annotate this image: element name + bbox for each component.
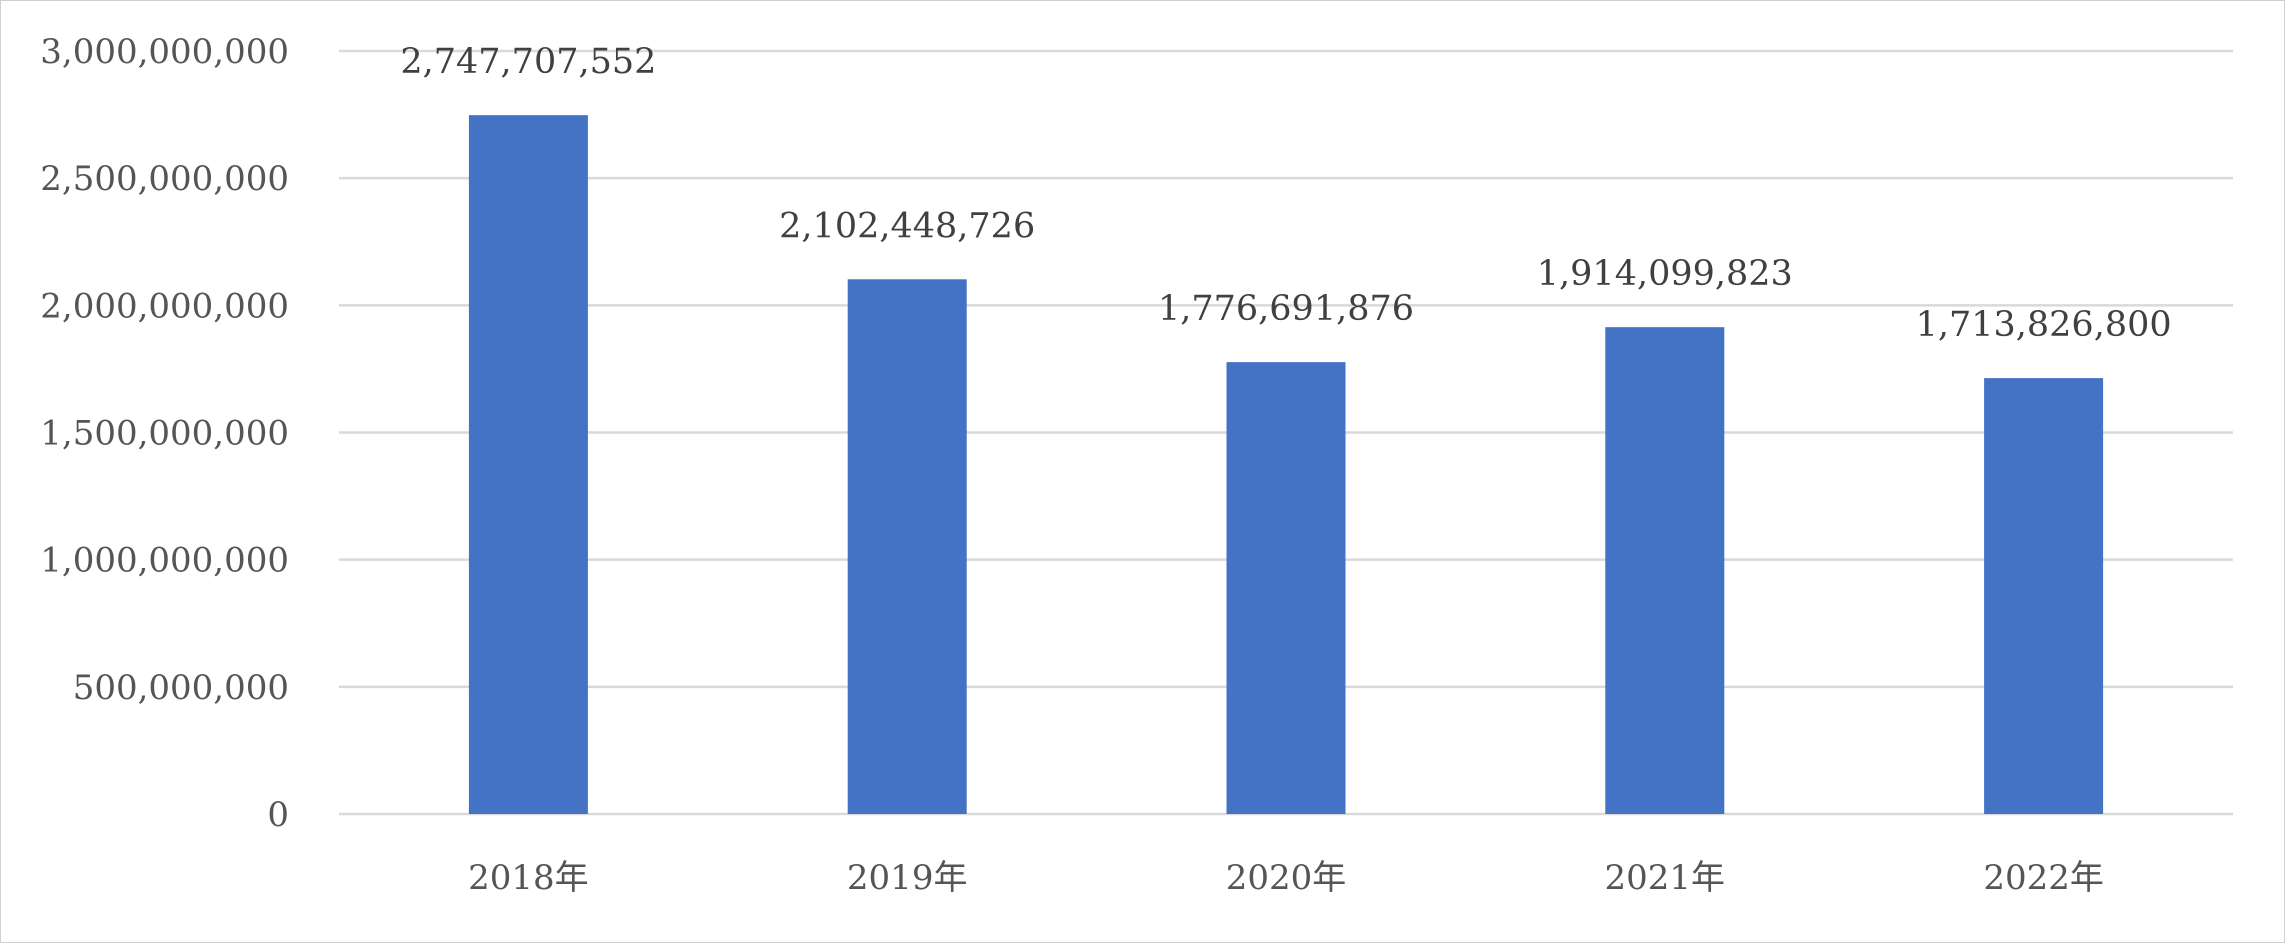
y-tick-label: 2,000,000,000 xyxy=(40,286,289,326)
x-tick-label: 2019年 xyxy=(847,858,968,898)
bar xyxy=(1984,378,2104,814)
data-label: 2,102,448,726 xyxy=(779,206,1035,246)
y-tick-label: 0 xyxy=(267,795,289,835)
data-label: 1,776,691,876 xyxy=(1158,289,1414,329)
bars xyxy=(468,115,2104,814)
data-label: 1,914,099,823 xyxy=(1537,254,1793,294)
y-tick-label: 1,000,000,000 xyxy=(40,541,289,581)
data-label: 2,747,707,552 xyxy=(400,42,656,82)
bar xyxy=(847,279,967,814)
y-axis-tick-labels: 0 500,000,000 1,000,000,000 1,500,000,000 2,… xyxy=(40,32,289,835)
bar xyxy=(1226,362,1346,814)
y-tick-label: 2,500,000,000 xyxy=(40,159,289,199)
x-tick-label: 2020年 xyxy=(1226,858,1347,898)
y-tick-label: 500,000,000 xyxy=(73,668,289,708)
x-axis-tick-labels: 2018年 2019年 2020年 2021年 2022年 xyxy=(468,858,2104,898)
x-tick-label: 2018年 xyxy=(468,858,589,898)
y-tick-label: 3,000,000,000 xyxy=(40,32,289,72)
data-labels: 2,747,707,552 2,102,448,726 1,776,691,876 1… xyxy=(400,42,2171,345)
x-tick-label: 2022年 xyxy=(1983,858,2104,898)
bar xyxy=(468,115,588,814)
data-label: 1,713,826,800 xyxy=(1916,305,2172,345)
x-tick-label: 2021年 xyxy=(1605,858,1726,898)
bar xyxy=(1605,327,1725,814)
y-tick-label: 1,500,000,000 xyxy=(40,414,289,454)
